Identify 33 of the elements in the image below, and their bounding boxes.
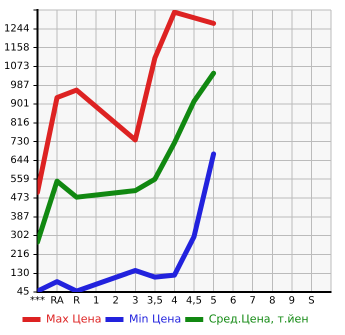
y-tick-label: 644 [10,155,30,166]
x-tick-label: 3,5 [146,296,163,307]
y-tick-label: 216 [10,249,30,260]
legend-label: Сред.Цена, т.йен [208,312,309,326]
y-tick-label: 901 [10,98,30,110]
legend-label: Min Цена [128,312,182,326]
x-tick-label: RA [50,296,64,307]
y-tick-label: 387 [10,212,30,223]
y-tick-label: 559 [10,174,30,185]
x-tick-label: 6 [230,296,236,307]
y-tick-label: 302 [10,230,30,242]
x-tick-label: 5 [210,296,217,307]
y-tick-label: 45 [16,286,30,298]
x-tick-label: 1 [92,296,100,307]
x-tick-label: 7 [250,296,256,307]
x-tick-label: 8 [269,296,276,307]
x-tick-label: S [308,296,315,307]
x-tick-label: 4,5 [186,296,202,307]
legend-label: Max Цена [46,312,102,326]
y-tick-label: 1158 [4,42,30,54]
y-tick-label: 1244 [4,23,30,34]
x-tick-label: 4 [171,296,178,307]
x-tick-label: 2 [112,296,119,307]
y-tick-label: 987 [10,80,30,91]
x-tick-label: *** [30,296,45,307]
x-tick-label: R [73,296,80,307]
y-tick-label: 816 [10,117,30,128]
y-tick-label: 1073 [4,60,30,72]
x-tick-label: 3 [132,296,138,307]
y-tick-label: 130 [10,268,30,279]
y-tick-label: 473 [10,192,30,204]
y-tick-label: 730 [10,136,30,148]
x-tick-label: 9 [288,296,296,307]
